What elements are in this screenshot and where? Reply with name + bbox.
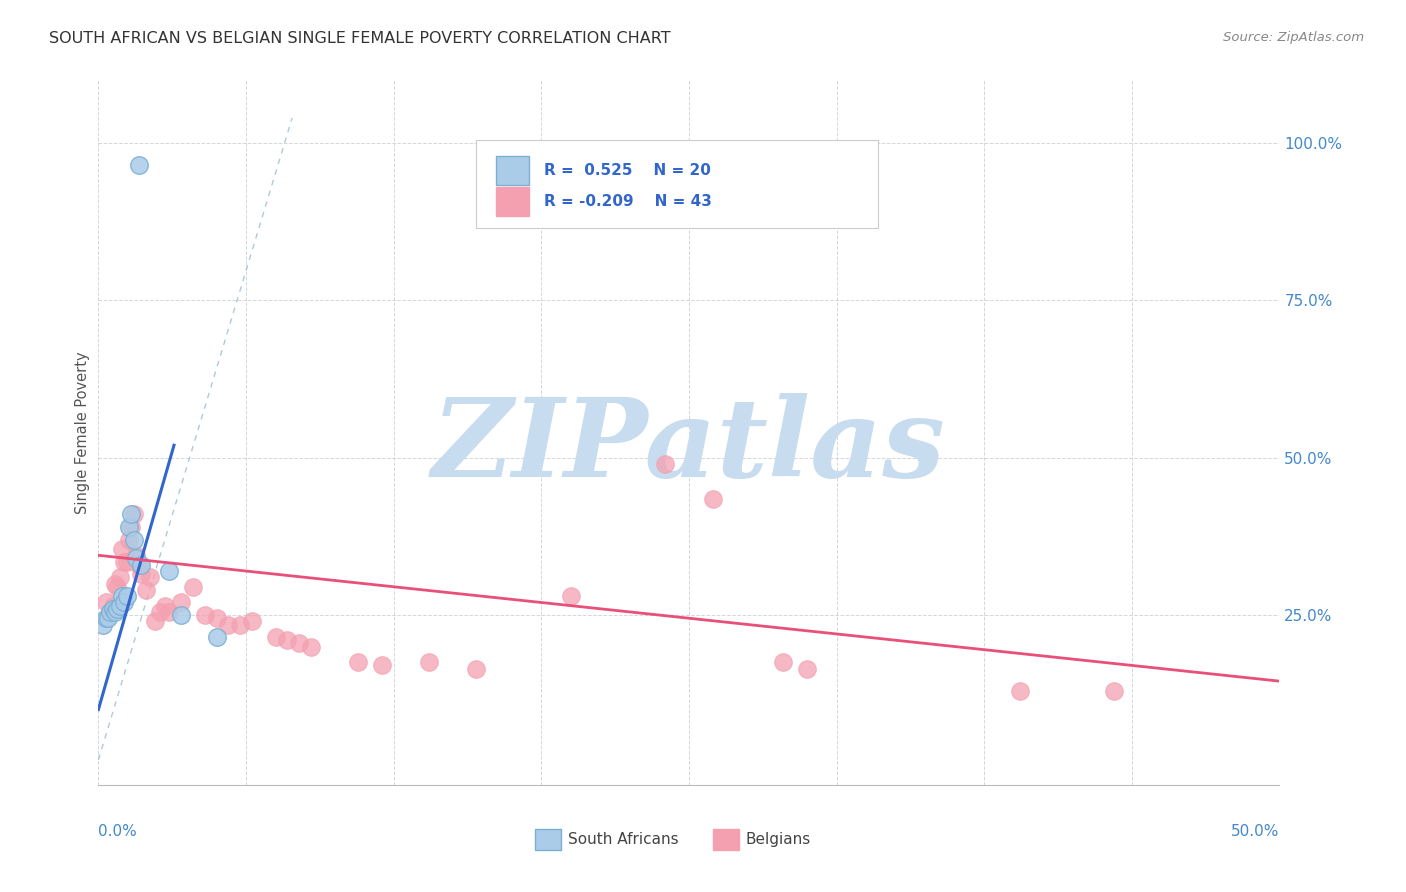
Point [111, 541, 134, 556]
Point [101, 599, 124, 613]
FancyBboxPatch shape [496, 156, 530, 186]
Point [371, 658, 394, 673]
Point [101, 602, 124, 616]
Text: SOUTH AFRICAN VS BELGIAN SINGLE FEMALE POVERTY CORRELATION CHART: SOUTH AFRICAN VS BELGIAN SINGLE FEMALE P… [49, 31, 671, 46]
Point [170, 595, 193, 609]
Point [217, 617, 239, 632]
Point [143, 615, 166, 629]
Point [115, 555, 138, 569]
Point [112, 555, 135, 569]
FancyBboxPatch shape [496, 186, 530, 216]
Point [418, 655, 440, 669]
Text: R = -0.209    N = 43: R = -0.209 N = 43 [544, 194, 711, 209]
Point [94, 611, 117, 625]
Point [105, 580, 128, 594]
Point [170, 608, 193, 623]
Point [264, 630, 287, 644]
Point [1008, 683, 1031, 698]
Y-axis label: Single Female Poverty: Single Female Poverty [75, 351, 90, 514]
Point [105, 602, 128, 616]
Point [108, 570, 131, 584]
Point [347, 655, 370, 669]
Point [115, 589, 138, 603]
Point [181, 580, 204, 594]
Text: 0.0%: 0.0% [98, 823, 138, 838]
Point [125, 549, 148, 563]
Point [229, 617, 252, 632]
Point [91, 617, 114, 632]
Point [118, 520, 141, 534]
Point [121, 520, 143, 534]
Point [111, 589, 134, 603]
Point [299, 640, 322, 654]
FancyBboxPatch shape [713, 830, 738, 850]
Text: R =  0.525    N = 20: R = 0.525 N = 20 [544, 163, 710, 178]
FancyBboxPatch shape [536, 830, 561, 850]
Point [560, 589, 582, 603]
Point [796, 662, 818, 676]
Point [276, 633, 298, 648]
Text: South Africans: South Africans [568, 832, 679, 847]
Point [149, 605, 172, 619]
Point [702, 491, 724, 506]
Point [104, 576, 127, 591]
Point [654, 457, 676, 471]
Point [139, 570, 162, 584]
Point [128, 158, 150, 172]
Point [125, 551, 148, 566]
Point [240, 615, 263, 629]
Point [205, 611, 228, 625]
Point [108, 599, 131, 613]
Point [135, 582, 157, 597]
Text: 50.0%: 50.0% [1232, 823, 1279, 838]
Point [465, 662, 488, 676]
Point [129, 567, 152, 582]
Point [128, 558, 150, 572]
Point [288, 636, 311, 650]
Point [772, 655, 794, 669]
Text: Source: ZipAtlas.com: Source: ZipAtlas.com [1223, 31, 1364, 45]
Point [157, 605, 180, 619]
Point [122, 508, 145, 522]
FancyBboxPatch shape [477, 140, 877, 228]
Point [129, 558, 152, 572]
Point [94, 595, 117, 609]
Point [104, 605, 127, 619]
Point [97, 611, 120, 625]
Point [194, 608, 217, 623]
Point [98, 605, 121, 619]
Point [1102, 683, 1125, 698]
Point [153, 599, 176, 613]
Point [205, 630, 228, 644]
Point [98, 605, 121, 619]
Point [118, 533, 141, 547]
Point [121, 508, 143, 522]
Text: ZIPatlas: ZIPatlas [432, 393, 946, 500]
Point [157, 564, 180, 578]
Text: Belgians: Belgians [745, 832, 811, 847]
Point [122, 533, 145, 547]
Point [112, 595, 135, 609]
